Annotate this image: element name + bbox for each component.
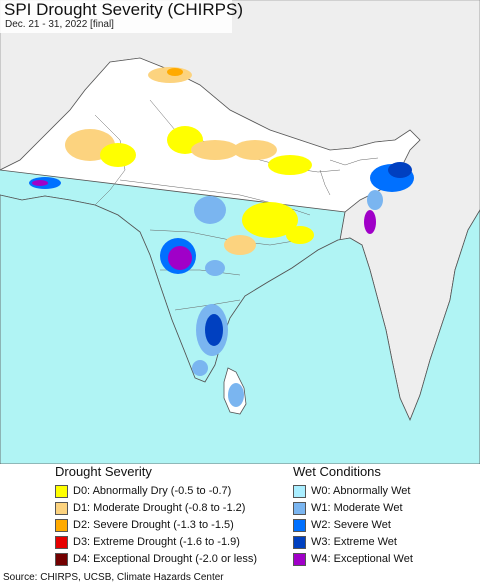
legend-label-d1: D1: Moderate Drought (-0.8 to -1.2)	[73, 502, 246, 514]
legend-item-d3: D3: Extreme Drought (-1.6 to -1.9)	[55, 534, 257, 550]
swatch-w2	[293, 518, 306, 532]
legend-label-d0: D0: Abnormally Dry (-0.5 to -0.7)	[73, 485, 232, 497]
wet-legend: Wet Conditions W0: Abnormally Wet W1: Mo…	[293, 464, 413, 568]
legend-item-d0: D0: Abnormally Dry (-0.5 to -0.7)	[55, 483, 257, 499]
swatch-d1	[55, 501, 68, 515]
spi-patches	[29, 67, 414, 407]
swatch-w1	[293, 501, 306, 515]
map-canvas	[0, 0, 480, 464]
swatch-w3	[293, 535, 306, 549]
legend-item-d2: D2: Severe Drought (-1.3 to -1.5)	[55, 517, 257, 533]
drought-legend-heading: Drought Severity	[55, 464, 152, 479]
legend-label-w3: W3: Extreme Wet	[311, 536, 397, 548]
map-subtitle: Dec. 21 - 31, 2022 [final]	[5, 19, 114, 30]
swatch-d3	[55, 535, 68, 549]
drought-legend: Drought Severity D0: Abnormally Dry (-0.…	[55, 464, 257, 568]
swatch-d0	[55, 484, 68, 498]
legend-item-w1: W1: Moderate Wet	[293, 500, 413, 516]
map-title: SPI Drought Severity (CHIRPS)	[4, 0, 244, 19]
legend-item-w0: W0: Abnormally Wet	[293, 483, 413, 499]
swatch-w0	[293, 484, 306, 498]
legend-label-w2: W2: Severe Wet	[311, 519, 391, 531]
legend-item-w2: W2: Severe Wet	[293, 517, 413, 533]
legend-item-d1: D1: Moderate Drought (-0.8 to -1.2)	[55, 500, 257, 516]
legend-label-d2: D2: Severe Drought (-1.3 to -1.5)	[73, 519, 234, 531]
title-backdrop	[0, 0, 232, 33]
legend-label-d3: D3: Extreme Drought (-1.6 to -1.9)	[73, 536, 240, 548]
swatch-d4	[55, 552, 68, 566]
legend-label-w1: W1: Moderate Wet	[311, 502, 403, 514]
drought-map: SPI Drought Severity (CHIRPS) Dec. 21 - …	[0, 0, 480, 464]
legend-label-w4: W4: Exceptional Wet	[311, 553, 413, 565]
wet-legend-heading: Wet Conditions	[293, 464, 381, 479]
legend-item-w3: W3: Extreme Wet	[293, 534, 413, 550]
legend-item-w4: W4: Exceptional Wet	[293, 551, 413, 567]
swatch-w4	[293, 552, 306, 566]
swatch-d2	[55, 518, 68, 532]
legend-item-d4: D4: Exceptional Drought (-2.0 or less)	[55, 551, 257, 567]
source-credit: Source: CHIRPS, UCSB, Climate Hazards Ce…	[3, 572, 224, 583]
arabian-sea	[0, 194, 480, 464]
legend-label-d4: D4: Exceptional Drought (-2.0 or less)	[73, 553, 258, 565]
legend: Drought Severity D0: Abnormally Dry (-0.…	[0, 464, 480, 568]
legend-label-w0: W0: Abnormally Wet	[311, 485, 411, 497]
